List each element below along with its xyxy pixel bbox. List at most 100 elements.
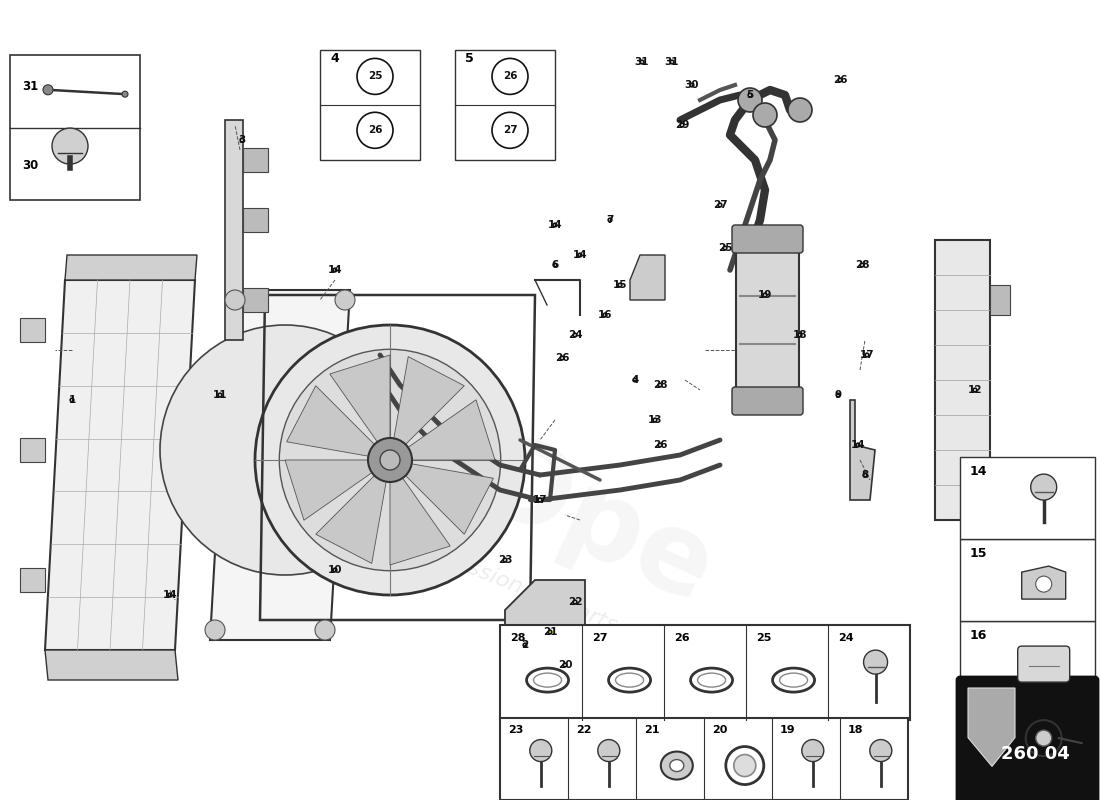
Bar — [500, 718, 908, 800]
Circle shape — [160, 325, 410, 575]
Text: 31: 31 — [664, 57, 680, 67]
Text: 20: 20 — [558, 660, 572, 670]
Circle shape — [618, 283, 621, 286]
FancyBboxPatch shape — [732, 387, 803, 415]
Circle shape — [205, 620, 225, 640]
Text: 15: 15 — [613, 280, 627, 290]
Polygon shape — [20, 568, 45, 592]
Bar — [243, 148, 268, 172]
Circle shape — [1036, 576, 1052, 592]
Text: 24: 24 — [568, 330, 582, 340]
Circle shape — [658, 383, 662, 386]
Circle shape — [560, 356, 564, 360]
Text: 29: 29 — [674, 120, 690, 130]
Text: 4: 4 — [631, 375, 639, 385]
Text: 5: 5 — [465, 52, 474, 65]
Circle shape — [579, 253, 582, 257]
Text: 14: 14 — [970, 465, 988, 478]
Circle shape — [553, 263, 557, 266]
Text: 28: 28 — [510, 633, 526, 643]
Text: 22: 22 — [568, 597, 582, 607]
Bar — [10, 55, 140, 200]
Text: 17: 17 — [860, 350, 875, 360]
Circle shape — [492, 112, 528, 148]
Circle shape — [690, 83, 694, 87]
Bar — [500, 625, 910, 720]
Polygon shape — [1022, 566, 1066, 599]
Text: 16: 16 — [597, 310, 613, 320]
Circle shape — [864, 650, 888, 674]
Circle shape — [802, 739, 824, 762]
Circle shape — [974, 388, 977, 392]
Text: 19: 19 — [758, 290, 772, 300]
Text: 27: 27 — [713, 200, 727, 210]
Text: 31: 31 — [635, 57, 649, 67]
Text: 1985: 1985 — [508, 632, 592, 688]
Circle shape — [226, 290, 245, 310]
Text: 2: 2 — [521, 640, 529, 650]
Text: 260 04: 260 04 — [1001, 746, 1069, 763]
Polygon shape — [316, 475, 386, 563]
Text: 28: 28 — [652, 380, 668, 390]
Circle shape — [634, 378, 637, 382]
Polygon shape — [45, 650, 178, 680]
Text: 17: 17 — [532, 495, 548, 505]
Polygon shape — [505, 580, 585, 680]
Bar — [243, 208, 268, 232]
Circle shape — [70, 398, 74, 402]
Circle shape — [603, 314, 607, 317]
Text: 31: 31 — [22, 80, 38, 94]
Text: 12: 12 — [968, 385, 982, 395]
Circle shape — [548, 630, 552, 634]
Circle shape — [658, 443, 662, 446]
Text: 6: 6 — [551, 260, 559, 270]
Bar — [990, 465, 1010, 495]
Text: 20: 20 — [712, 725, 727, 735]
Circle shape — [799, 333, 802, 337]
Text: 24: 24 — [838, 633, 854, 643]
Text: 17: 17 — [970, 711, 988, 724]
FancyBboxPatch shape — [1018, 646, 1069, 682]
Text: 18: 18 — [848, 725, 864, 735]
Circle shape — [763, 293, 767, 297]
Text: 25: 25 — [717, 243, 733, 253]
Circle shape — [748, 94, 751, 97]
Circle shape — [492, 58, 528, 94]
Bar — [960, 539, 1094, 621]
Circle shape — [653, 418, 657, 422]
Circle shape — [864, 473, 867, 477]
Polygon shape — [968, 688, 1015, 766]
Circle shape — [333, 568, 337, 572]
Circle shape — [503, 558, 507, 562]
Text: 21: 21 — [644, 725, 660, 735]
Text: 26: 26 — [833, 75, 847, 85]
Bar — [243, 288, 268, 312]
Polygon shape — [630, 255, 666, 300]
Text: 23: 23 — [508, 725, 524, 735]
Circle shape — [640, 60, 643, 64]
Circle shape — [218, 393, 222, 397]
Text: 8: 8 — [861, 470, 869, 480]
Circle shape — [573, 333, 576, 337]
Text: 28: 28 — [855, 260, 869, 270]
Circle shape — [240, 138, 244, 142]
Text: 1: 1 — [68, 395, 76, 405]
Circle shape — [358, 58, 393, 94]
Polygon shape — [45, 280, 195, 650]
Text: 14: 14 — [328, 265, 342, 275]
Circle shape — [608, 218, 612, 222]
Polygon shape — [394, 357, 464, 445]
Polygon shape — [406, 464, 494, 534]
Circle shape — [836, 393, 839, 397]
Bar — [960, 703, 1094, 785]
Circle shape — [860, 263, 864, 266]
Text: 10: 10 — [328, 565, 342, 575]
Circle shape — [1036, 730, 1052, 746]
Circle shape — [43, 85, 53, 94]
Text: 26: 26 — [674, 633, 690, 643]
Text: 9: 9 — [835, 390, 842, 400]
Ellipse shape — [661, 751, 693, 779]
Bar — [320, 50, 420, 160]
Polygon shape — [330, 355, 390, 442]
Ellipse shape — [670, 759, 684, 771]
